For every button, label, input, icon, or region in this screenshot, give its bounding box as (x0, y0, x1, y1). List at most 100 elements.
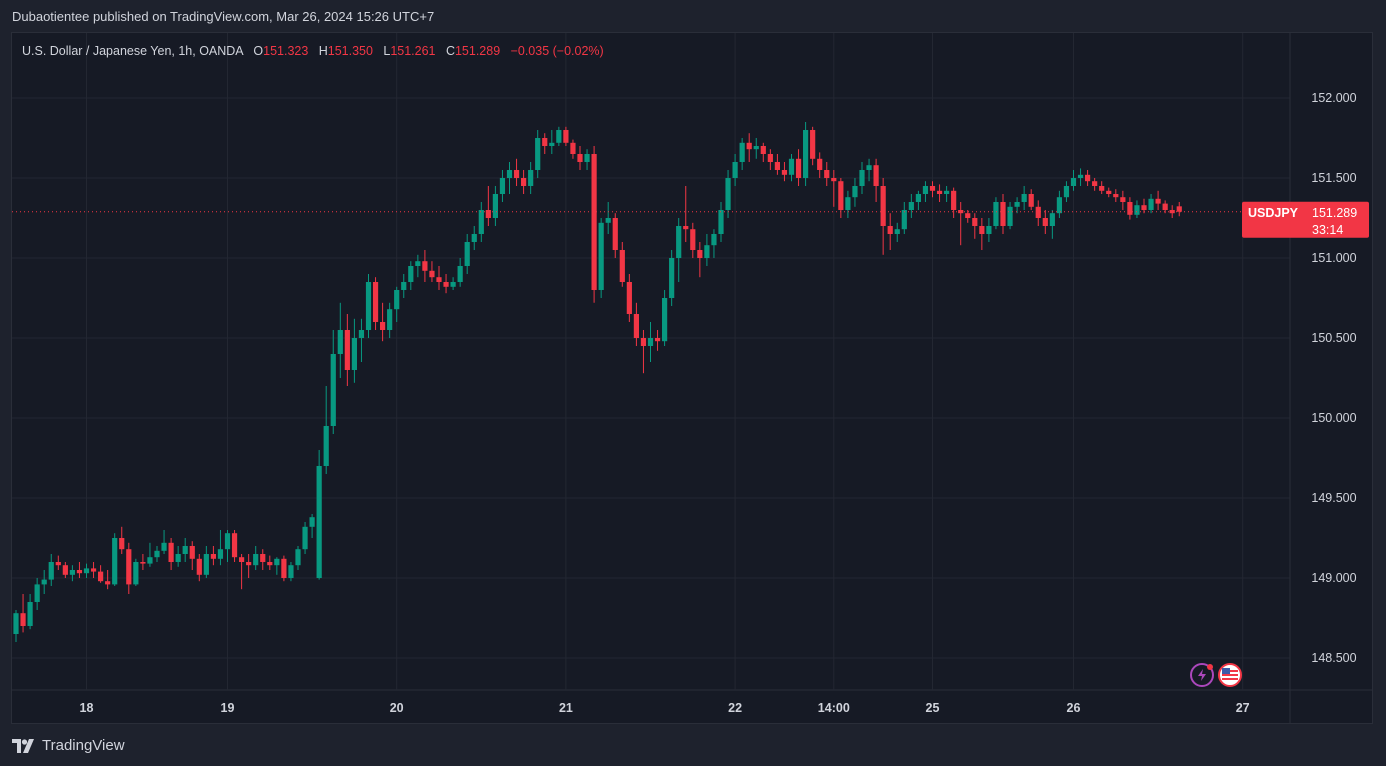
us-flag-icon[interactable] (1218, 663, 1242, 687)
candle (922, 181, 929, 202)
candle (1070, 170, 1077, 191)
candle (13, 610, 19, 642)
price-axis[interactable]: 152.000 151.500 151.000 150.500 150.000 149.5… (1311, 91, 1356, 665)
candle (563, 126, 569, 146)
candle (915, 190, 921, 210)
candle (337, 302, 343, 378)
candle (718, 202, 724, 242)
candle (1014, 197, 1020, 214)
candle (281, 555, 287, 582)
candles (13, 122, 1182, 642)
candle (34, 578, 40, 610)
candle (993, 197, 999, 230)
candle (274, 557, 280, 575)
candle (112, 533, 118, 586)
price-tag-symbol: USDJPY (1248, 206, 1299, 220)
candle (633, 302, 639, 346)
candle (979, 218, 985, 250)
candle (929, 181, 936, 198)
candle (27, 594, 33, 630)
candle (788, 154, 795, 182)
candle (260, 549, 266, 570)
candle (1176, 202, 1182, 217)
x-tick-label: 27 (1236, 701, 1250, 715)
candle (711, 229, 717, 258)
candle (1120, 190, 1126, 210)
symbol-legend: U.S. Dollar / Japanese Yen, 1h, OANDA O1… (22, 44, 604, 58)
candle (859, 162, 865, 194)
candle (203, 546, 209, 578)
candle (182, 538, 188, 562)
y-tick-label: 149.500 (1311, 491, 1356, 505)
candle (90, 562, 97, 578)
candle (1085, 170, 1091, 186)
candle (1035, 200, 1041, 226)
candle (887, 213, 893, 250)
candle (598, 218, 604, 298)
candle (344, 314, 350, 386)
candle (1007, 202, 1013, 230)
candle (1155, 190, 1161, 210)
candle (795, 149, 802, 186)
candle (175, 546, 181, 567)
candle (358, 318, 365, 362)
candle (1021, 186, 1027, 210)
candle (239, 554, 245, 590)
candle (450, 277, 456, 290)
high-label: H (318, 44, 328, 58)
candle (387, 302, 393, 338)
candle (119, 526, 125, 554)
candle (584, 149, 590, 170)
candle (556, 126, 562, 146)
candle (626, 274, 632, 322)
candle (401, 274, 407, 298)
lightning-icon[interactable] (1190, 663, 1214, 687)
candle (1028, 189, 1034, 210)
x-tick-label: 18 (80, 701, 94, 715)
candle (697, 242, 703, 278)
tradingview-logo[interactable]: TradingView (12, 737, 125, 754)
chart-area[interactable] (11, 32, 1373, 724)
candle (739, 138, 745, 170)
candle (485, 186, 491, 226)
candle (676, 218, 682, 282)
candle (866, 158, 872, 182)
candle (365, 274, 372, 338)
candle (746, 133, 752, 162)
change-value: −0.035 (−0.02%) (510, 44, 604, 58)
candle (542, 133, 548, 154)
candle (302, 522, 308, 554)
candle (62, 562, 68, 578)
candle (55, 555, 61, 570)
candle (647, 322, 654, 362)
candle (471, 226, 477, 250)
candle (196, 554, 202, 582)
candle (443, 274, 449, 294)
price-tag-countdown: 33:14 (1312, 223, 1343, 237)
low-label: L (383, 44, 391, 58)
candle (499, 170, 506, 202)
open-value: 151.323 (263, 44, 309, 58)
candle (549, 130, 555, 154)
candle (429, 261, 435, 282)
candle (140, 554, 146, 570)
candle (965, 210, 971, 223)
candle (810, 126, 816, 166)
close-label: C (445, 44, 455, 58)
candle (936, 184, 943, 202)
candle (1063, 181, 1070, 202)
candle (535, 130, 541, 178)
candle (1092, 178, 1098, 191)
candle (521, 170, 527, 194)
candle (1106, 187, 1112, 198)
open-label: O (253, 44, 264, 58)
time-axis[interactable]: 18 19 20 21 22 14:00 25 26 27 (80, 701, 1250, 715)
candle (316, 450, 322, 580)
publisher-line: Dubaotientee published on TradingView.co… (12, 9, 435, 24)
candle (224, 530, 231, 562)
candle (774, 154, 780, 175)
candle (126, 542, 132, 594)
x-tick-label: 22 (728, 701, 742, 715)
candle (1127, 197, 1133, 220)
